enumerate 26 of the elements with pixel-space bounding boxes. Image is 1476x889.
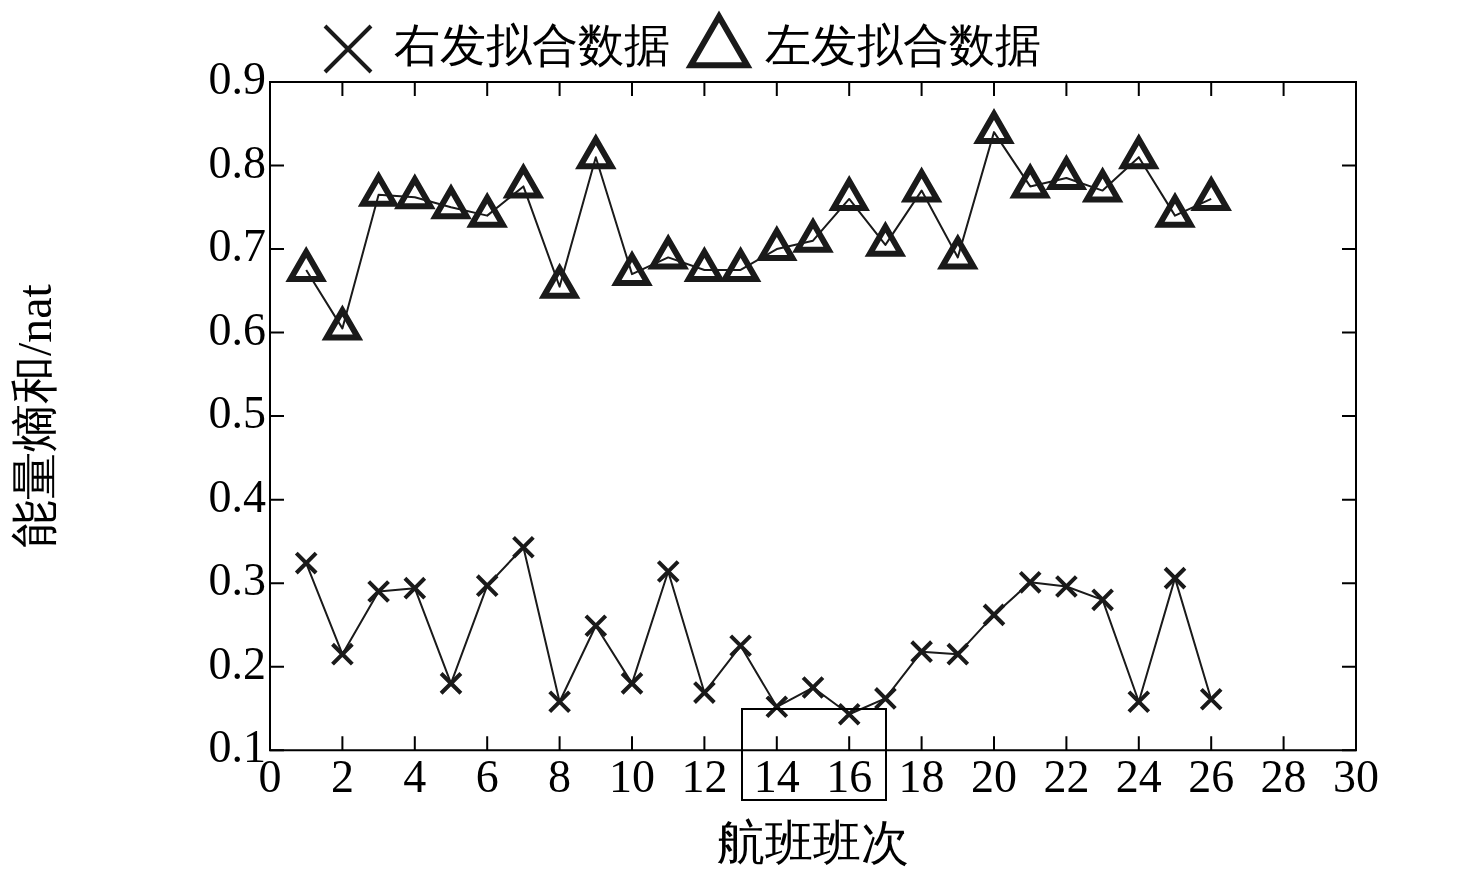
y-tick-label: 0.3	[208, 554, 266, 606]
legend-label: 右发拟合数据	[394, 20, 670, 72]
x-tick-label: 22	[1043, 750, 1090, 802]
y-tick-label: 0.9	[208, 53, 266, 105]
x-tick-label: 12	[681, 750, 728, 802]
y-axis-title: 能量熵和/nat	[8, 283, 62, 549]
x-tick-label: 4	[403, 750, 427, 802]
x-tick-label: 16	[826, 750, 873, 802]
legend-label: 左发拟合数据	[765, 20, 1041, 72]
x-tick-label: 18	[898, 750, 945, 802]
x-axis-title: 航班班次	[717, 815, 909, 869]
x-tick-label: 20	[971, 750, 1017, 802]
x-tick-label: 26	[1188, 750, 1235, 802]
x-tick-label: 2	[330, 750, 354, 802]
x-tick-label: 8	[548, 750, 572, 802]
y-tick-label: 0.5	[208, 387, 266, 439]
y-tick-label: 0.2	[208, 637, 266, 689]
y-tick-label: 0.6	[208, 303, 266, 355]
y-tick-label: 0.7	[208, 220, 266, 272]
x-tick-label: 6	[475, 750, 499, 802]
y-tick-label: 0.8	[208, 136, 266, 188]
y-tick-label: 0.4	[208, 470, 266, 522]
x-tick-label: 14	[753, 750, 800, 802]
x-tick-label: 10	[609, 750, 655, 802]
x-tick-label: 28	[1260, 750, 1307, 802]
x-tick-label: 24	[1115, 750, 1162, 802]
